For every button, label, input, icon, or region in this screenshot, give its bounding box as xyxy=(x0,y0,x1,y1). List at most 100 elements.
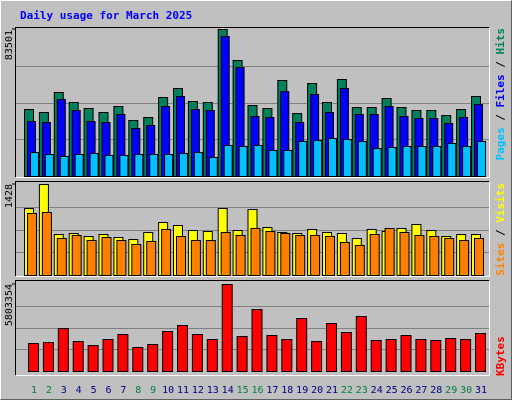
x-tick-label: 10 xyxy=(162,385,174,396)
bar xyxy=(253,144,263,178)
x-tick-label: 17 xyxy=(266,385,278,396)
bar xyxy=(354,244,365,276)
x-tick-label: 16 xyxy=(251,385,263,396)
bar xyxy=(44,153,54,178)
x-tick-label: 28 xyxy=(430,385,442,396)
legend-separator: / xyxy=(494,108,507,128)
bar xyxy=(400,334,412,372)
bar xyxy=(87,345,99,373)
x-tick-label: 1 xyxy=(31,385,37,396)
bar xyxy=(59,156,69,177)
bar xyxy=(369,234,380,276)
bar xyxy=(176,236,186,276)
bar xyxy=(164,153,174,178)
bar xyxy=(298,141,308,177)
x-tick-label: 14 xyxy=(222,385,234,396)
x-tick-label: 26 xyxy=(400,385,412,396)
x-tick-label: 27 xyxy=(415,385,427,396)
bar xyxy=(27,212,37,277)
x-tick-label: 18 xyxy=(281,385,293,396)
bar xyxy=(311,340,323,373)
bar xyxy=(235,234,246,276)
bar xyxy=(116,240,127,277)
legend: KBytes xyxy=(494,336,507,376)
bar xyxy=(280,233,291,276)
bar xyxy=(296,317,308,372)
bar xyxy=(161,228,172,276)
bar xyxy=(474,237,484,277)
x-tick-label: 4 xyxy=(76,385,82,396)
x-tick-label: 12 xyxy=(192,385,204,396)
bar xyxy=(57,328,69,372)
bar xyxy=(432,146,442,178)
bar xyxy=(477,141,486,177)
bar xyxy=(193,152,203,178)
x-tick-label: 5 xyxy=(91,385,97,396)
bar xyxy=(251,309,263,373)
bar xyxy=(147,344,159,372)
chart-title: Daily usage for March 2025 xyxy=(20,9,192,22)
bar xyxy=(162,331,174,372)
bar xyxy=(447,143,457,177)
bar xyxy=(131,244,142,277)
bar xyxy=(86,240,97,277)
bar xyxy=(295,234,306,276)
bar xyxy=(399,231,410,276)
bar xyxy=(387,147,397,178)
bar xyxy=(190,240,201,277)
bar xyxy=(117,333,129,373)
y-tick-label: 1428 xyxy=(4,184,15,208)
bar xyxy=(355,315,367,373)
bar xyxy=(313,139,323,178)
bar xyxy=(134,153,144,178)
legend-separator: / xyxy=(494,223,507,243)
x-tick-label: 7 xyxy=(120,385,126,396)
bar xyxy=(417,146,427,178)
bar xyxy=(74,153,84,178)
bar xyxy=(444,237,455,277)
legend-entry: Pages xyxy=(494,127,507,160)
bar xyxy=(385,338,397,373)
bar xyxy=(414,234,425,276)
panel-edge-dark xyxy=(15,280,490,376)
bar xyxy=(265,231,276,277)
x-tick-label: 24 xyxy=(371,385,383,396)
legend: Sites / Visits xyxy=(494,183,507,276)
bar xyxy=(179,153,188,178)
panel-edge-dark xyxy=(15,27,490,178)
bar xyxy=(445,337,457,372)
bar xyxy=(236,335,248,372)
bar xyxy=(462,146,472,178)
bar xyxy=(342,138,352,178)
panel-edge-light xyxy=(15,27,490,178)
x-tick-label: 2 xyxy=(46,385,52,396)
x-tick-label: 30 xyxy=(460,385,472,396)
x-tick-label: 13 xyxy=(207,385,219,396)
bar xyxy=(340,332,352,373)
bar xyxy=(268,149,278,177)
bar xyxy=(56,237,67,277)
x-tick-label: 22 xyxy=(341,385,353,396)
panel-edge-light xyxy=(15,280,490,376)
bar xyxy=(220,231,231,276)
bar xyxy=(146,240,157,276)
bar xyxy=(28,343,39,373)
bar xyxy=(281,338,293,373)
bar xyxy=(89,153,99,178)
bar xyxy=(310,234,321,276)
bar xyxy=(238,146,248,178)
bar xyxy=(325,236,335,276)
x-tick-label: 9 xyxy=(150,385,156,396)
panel-edge-dark xyxy=(15,181,490,277)
bar xyxy=(30,152,39,178)
x-tick-label: 11 xyxy=(177,385,189,396)
x-tick-label: 25 xyxy=(386,385,398,396)
bar xyxy=(191,333,203,373)
x-tick-label: 3 xyxy=(61,385,67,396)
panel-edge-light xyxy=(15,181,490,277)
bar xyxy=(402,146,412,178)
bar xyxy=(372,148,382,177)
bar xyxy=(41,211,52,277)
bar xyxy=(102,338,114,373)
